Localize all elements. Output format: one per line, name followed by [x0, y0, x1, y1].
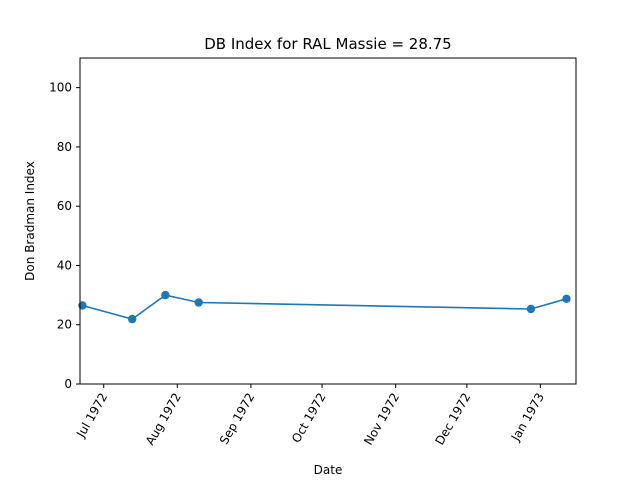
x-tick-label: Dec 1972 [433, 390, 474, 447]
x-tick-label: Nov 1972 [361, 391, 402, 448]
x-axis-label: Date [314, 463, 343, 477]
x-tick-label: Jan 1973 [508, 391, 547, 445]
data-point [526, 304, 536, 314]
y-tick-label: 0 [64, 377, 72, 391]
plot-area [78, 290, 571, 324]
y-tick-label: 60 [57, 199, 72, 213]
y-tick-label: 20 [57, 318, 72, 332]
data-point [194, 298, 203, 307]
data-point [161, 290, 170, 300]
y-axis: 0 20 40 60 80 100 [49, 81, 80, 391]
series-line [82, 294, 567, 320]
x-axis: Jul 1972 Aug 1972 Sep 1972 Oct 1972 Nov 1972… [73, 384, 547, 448]
plot-frame [79, 57, 577, 385]
y-axis-label: Don Bradman Index [23, 161, 37, 281]
data-point [562, 294, 571, 303]
data-point [78, 301, 87, 310]
x-tick-label: Jul 1972 [73, 391, 110, 441]
x-tick-label: Sep 1972 [217, 391, 258, 447]
data-point [128, 314, 137, 324]
x-tick-label: Aug 1972 [143, 391, 184, 448]
y-tick-label: 100 [49, 81, 72, 95]
chart-title: DB Index for RAL Massie = 28.75 [204, 35, 451, 53]
y-tick-label: 80 [57, 140, 72, 154]
y-tick-label: 40 [57, 258, 72, 272]
x-tick-label: Oct 1972 [289, 391, 329, 446]
